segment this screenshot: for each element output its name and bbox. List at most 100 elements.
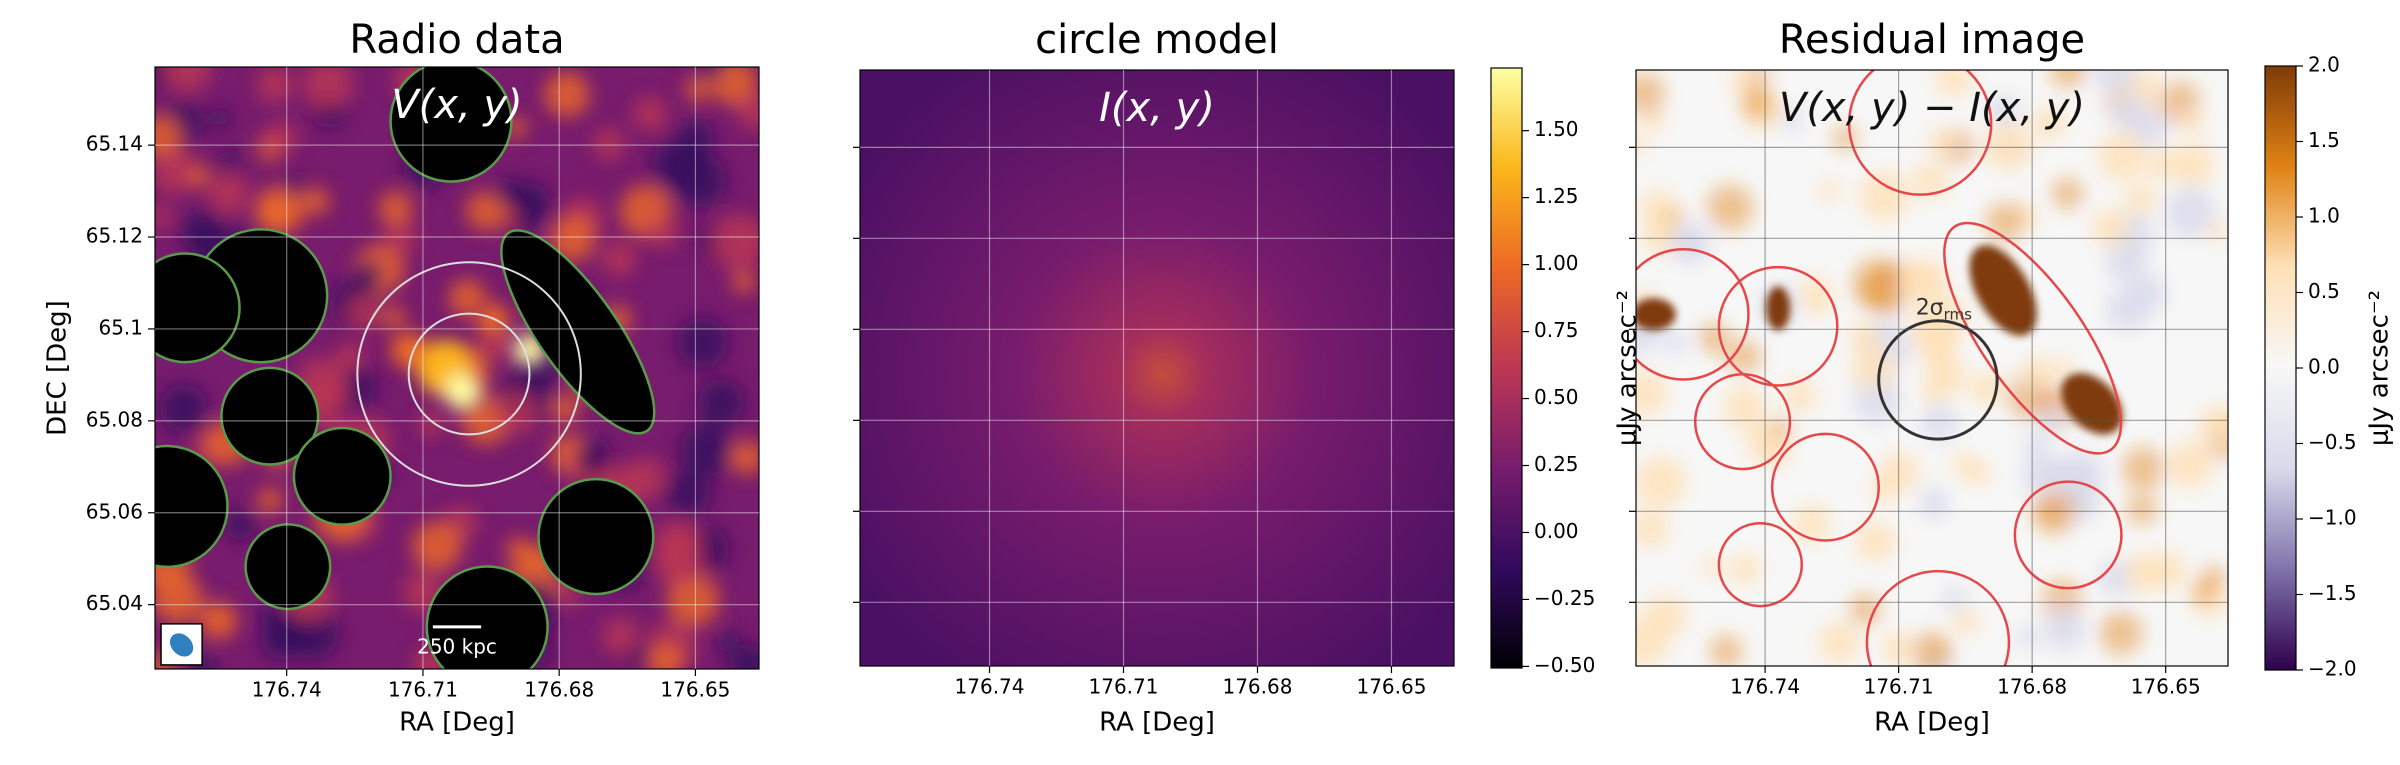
blob: [624, 457, 666, 499]
y-tick-label: 65.08: [86, 407, 143, 431]
image: [155, 67, 759, 669]
blob: [1723, 386, 1766, 429]
blob: [697, 379, 745, 426]
blob: [477, 326, 512, 361]
blob: [1942, 586, 1967, 611]
blob: [1636, 456, 1687, 508]
mask-contour: [1865, 569, 2011, 666]
colorbar-tick-label: 1.50: [1534, 117, 1579, 141]
blob: [418, 411, 444, 437]
colorbar-tick-label: −0.50: [1534, 653, 1595, 677]
blob: [2121, 446, 2166, 491]
blob: [2093, 70, 2137, 92]
panel-title: Residual image: [1779, 17, 2085, 63]
blob: [2128, 274, 2167, 312]
blob: [284, 174, 306, 196]
blob: [1741, 86, 1774, 120]
blob: [2208, 220, 2228, 242]
colorbar-tick-label: −0.5: [2308, 430, 2357, 454]
blob: [2148, 551, 2187, 590]
blob: [412, 521, 462, 571]
blob: [224, 509, 256, 541]
blob: [602, 617, 640, 656]
mask: [537, 477, 655, 596]
blob: [710, 67, 758, 106]
image-bg: [860, 70, 1454, 666]
blob: [346, 293, 385, 331]
colorbar-label: μJy arcsec⁻²: [2365, 290, 2395, 446]
frame: [859, 69, 1455, 667]
blob: [1934, 70, 1973, 98]
mask: [155, 444, 229, 569]
strong-blob: [2061, 373, 2123, 435]
colorbar-tick-label: 0.00: [1534, 519, 1579, 543]
blob: [155, 147, 199, 195]
y-axis-label: μJy arcsec⁻²: [1613, 290, 1643, 446]
blob: [1880, 451, 1920, 492]
colorbar-tick-label: 0.5: [2308, 279, 2340, 303]
annotation: I(x, y): [1099, 85, 1215, 131]
blob: [576, 438, 612, 475]
mask-contour: [2013, 480, 2123, 590]
blob: [679, 423, 734, 478]
blob: [1663, 331, 1688, 355]
mask-contour: [1770, 432, 1880, 542]
blob: [698, 67, 724, 81]
blob: [1780, 108, 1804, 132]
blob: [632, 96, 668, 132]
y-tick-label: 65.04: [86, 591, 143, 615]
blob: [544, 71, 590, 118]
blob: [1640, 189, 1677, 227]
blob: [256, 67, 294, 104]
contour-label-main: 2σ: [1916, 295, 1944, 320]
strong-blob: [1969, 245, 2037, 336]
blob: [1729, 553, 1761, 585]
colorbar-tick-label: −1.5: [2308, 581, 2357, 605]
mask: [389, 67, 513, 183]
strong: [1636, 245, 2123, 435]
texture: [1636, 70, 2228, 666]
blob: [155, 114, 182, 158]
blob: [676, 317, 729, 369]
blob: [653, 535, 704, 586]
y-axis-label: DEC [Deg]: [43, 300, 73, 436]
blob: [302, 187, 330, 215]
blob: [2200, 565, 2227, 592]
frame: [154, 66, 760, 670]
x-tick-label: 176.68: [1997, 675, 2067, 699]
mask: [220, 366, 320, 466]
blob: [1851, 344, 1896, 390]
blob: [2023, 433, 2049, 459]
blob: [159, 384, 208, 433]
blob: [257, 487, 283, 514]
blob: [383, 306, 406, 329]
blob: [2016, 626, 2039, 648]
blob: [2033, 106, 2067, 140]
mask-contour: [1693, 373, 1792, 471]
blob: [2099, 611, 2143, 655]
blob: [728, 644, 759, 669]
blob: [1859, 170, 1910, 222]
blob: [1669, 222, 1711, 265]
blob: [210, 107, 231, 129]
blob: [1848, 594, 1881, 627]
blob: [2042, 608, 2085, 651]
y-tick-label: 65.1: [98, 315, 143, 339]
blob: [2128, 109, 2167, 148]
x-tick-label: 176.74: [1730, 675, 1800, 699]
x-tick-label: 176.71: [1089, 675, 1159, 699]
blob: [1959, 611, 1981, 633]
blob: [2091, 208, 2130, 248]
frame: [1635, 69, 2229, 667]
colorbar-tick-label: 0.0: [2308, 355, 2340, 379]
blob: [1909, 631, 1952, 666]
blob: [188, 165, 210, 187]
blob: [647, 216, 678, 248]
blob: [1921, 379, 1946, 404]
mask: [155, 252, 241, 364]
blob: [647, 644, 684, 669]
aperture: [407, 312, 531, 436]
mask: [425, 565, 549, 669]
annotation: V(x, y) − I(x, y): [1779, 85, 2085, 131]
y-tick-label: 65.12: [86, 224, 143, 248]
